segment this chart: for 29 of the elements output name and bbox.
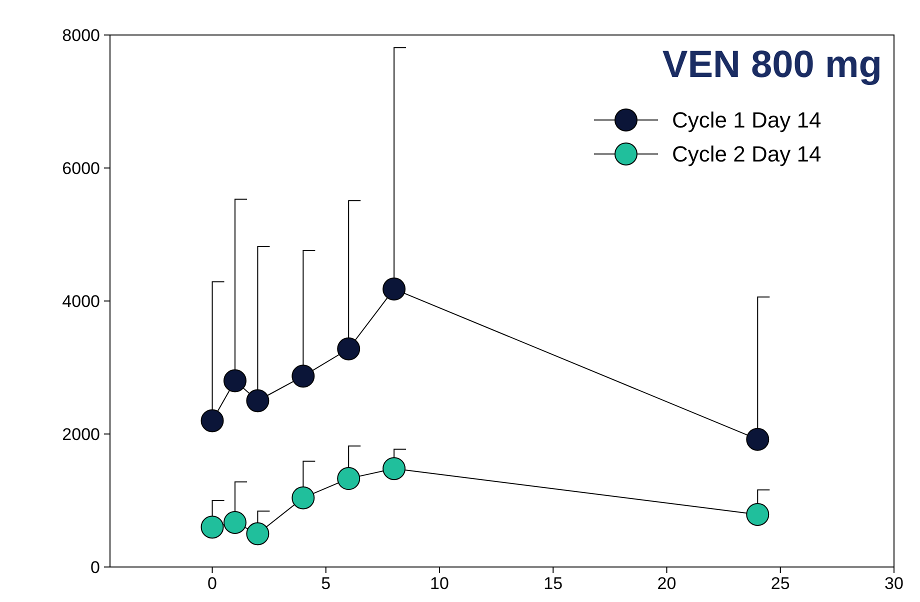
y-tick-label: 2000 xyxy=(62,424,100,444)
point xyxy=(223,369,246,392)
point xyxy=(382,457,406,480)
legend-label: Cycle 2 Day 14 xyxy=(672,142,822,167)
point xyxy=(746,502,770,526)
point xyxy=(246,389,270,412)
x-tick-label: 20 xyxy=(657,574,676,593)
x-tick-label: 15 xyxy=(544,574,563,593)
y-tick-label: 6000 xyxy=(62,158,100,178)
point xyxy=(337,337,360,360)
x-tick-label: 30 xyxy=(884,574,904,593)
point xyxy=(746,428,770,451)
point xyxy=(292,364,315,388)
chart-title: VEN 800 mg xyxy=(662,44,882,86)
legend-label: Cycle 1 Day 14 xyxy=(672,108,822,133)
point xyxy=(382,278,406,301)
x-tick-label: 0 xyxy=(208,574,217,593)
point xyxy=(292,486,315,510)
y-tick-label: 4000 xyxy=(62,292,100,311)
y-tick-label: 0 xyxy=(90,558,100,577)
point xyxy=(337,467,360,490)
x-tick-label: 10 xyxy=(430,574,449,593)
point xyxy=(223,510,246,534)
x-tick-label: 25 xyxy=(770,574,790,593)
point xyxy=(246,522,270,546)
x-tick-label: 5 xyxy=(321,574,331,593)
y-tick-label: 8000 xyxy=(62,26,100,45)
point xyxy=(200,516,224,539)
point xyxy=(200,409,224,432)
